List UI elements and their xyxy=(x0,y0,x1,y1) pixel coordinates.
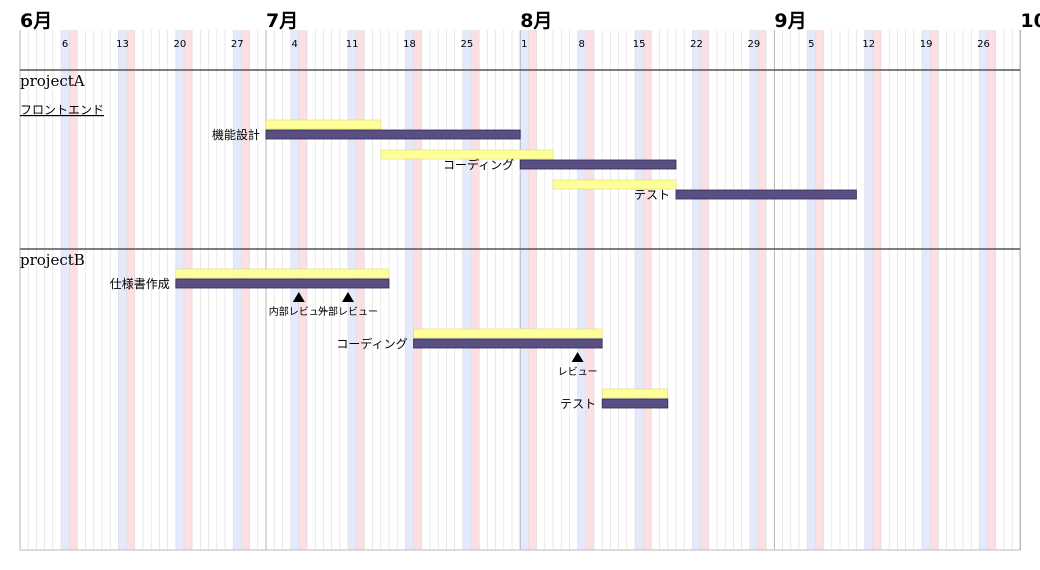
task-label: テスト xyxy=(634,188,670,202)
plan-bar xyxy=(601,388,669,399)
day-tick-label: 8 xyxy=(579,39,585,50)
sunday-shade xyxy=(298,30,307,550)
month-label: 7月 xyxy=(266,10,298,32)
sunday-shade xyxy=(126,30,135,550)
day-tick-label: 18 xyxy=(403,39,416,50)
milestone-label: 外部レビュー xyxy=(318,305,378,318)
task-label: コーディング xyxy=(336,336,407,351)
saturday-shade xyxy=(462,30,471,550)
actual-bar xyxy=(175,278,390,289)
milestone-marker xyxy=(292,292,305,302)
saturday-shade xyxy=(233,30,242,550)
day-tick-label: 26 xyxy=(977,39,990,50)
day-tick-label: 4 xyxy=(292,39,298,50)
day-tick-label: 5 xyxy=(808,39,814,50)
milestone-marker xyxy=(571,352,584,362)
day-tick-label: 22 xyxy=(690,39,703,50)
sunday-shade xyxy=(241,30,250,550)
project-name: projectA xyxy=(20,72,85,90)
month-label: 9月 xyxy=(774,10,806,32)
day-tick-label: 20 xyxy=(174,39,187,50)
day-tick-label: 6 xyxy=(62,39,68,50)
sunday-shade xyxy=(815,30,824,550)
saturday-shade xyxy=(61,30,70,550)
saturday-shade xyxy=(635,30,644,550)
task-label: テスト xyxy=(560,397,596,411)
saturday-shade xyxy=(405,30,414,550)
actual-bar xyxy=(519,159,677,170)
sunday-shade xyxy=(872,30,881,550)
plan-bar xyxy=(380,149,554,160)
task-label: 機能設計 xyxy=(212,127,260,142)
sunday-shade xyxy=(930,30,939,550)
saturday-shade xyxy=(749,30,758,550)
sunday-shade xyxy=(471,30,480,550)
day-tick-label: 27 xyxy=(231,39,244,50)
project-name: projectB xyxy=(20,251,85,269)
sunday-shade xyxy=(758,30,767,550)
saturday-shade xyxy=(807,30,816,550)
saturday-shade xyxy=(979,30,988,550)
sunday-shade xyxy=(643,30,652,550)
actual-bar xyxy=(675,189,857,200)
milestone-marker xyxy=(342,292,354,302)
task-label: コーディング xyxy=(443,157,514,172)
plan-bar xyxy=(413,328,603,339)
day-tick-label: 19 xyxy=(920,39,933,50)
saturday-shade xyxy=(118,30,127,550)
plan-bar xyxy=(265,119,382,130)
sunday-shade xyxy=(69,30,78,550)
saturday-shade xyxy=(922,30,931,550)
actual-bar xyxy=(265,129,521,140)
saturday-shade xyxy=(290,30,299,550)
month-label: 6月 xyxy=(20,10,52,32)
day-tick-label: 11 xyxy=(346,39,359,50)
actual-bar xyxy=(413,338,603,349)
actual-bar xyxy=(601,398,669,409)
day-tick-label: 29 xyxy=(748,39,761,50)
saturday-shade xyxy=(692,30,701,550)
sunday-shade xyxy=(700,30,709,550)
task-label: 仕様書作成 xyxy=(110,277,170,291)
saturday-shade xyxy=(348,30,357,550)
saturday-shade xyxy=(864,30,873,550)
group-label: フロントエンド xyxy=(20,103,104,117)
sunday-shade xyxy=(987,30,996,550)
milestone-label: 内部レビュー xyxy=(269,305,329,318)
day-tick-label: 15 xyxy=(633,39,646,50)
saturday-shade xyxy=(577,30,586,550)
milestone-label: レビュー xyxy=(558,366,598,378)
plan-bar xyxy=(175,268,390,279)
sunday-shade xyxy=(413,30,422,550)
sunday-shade xyxy=(356,30,365,550)
saturday-shade xyxy=(520,30,529,550)
sunday-shade xyxy=(585,30,594,550)
saturday-shade xyxy=(175,30,184,550)
day-tick-label: 1 xyxy=(521,39,527,50)
plan-bar xyxy=(552,179,677,190)
sunday-shade xyxy=(184,30,193,550)
day-tick-label: 13 xyxy=(116,39,129,50)
sunday-shade xyxy=(528,30,537,550)
month-label: 8月 xyxy=(520,10,552,32)
day-tick-label: 12 xyxy=(862,39,875,50)
month-label: 10 xyxy=(1020,10,1040,32)
day-tick-label: 25 xyxy=(461,39,474,50)
